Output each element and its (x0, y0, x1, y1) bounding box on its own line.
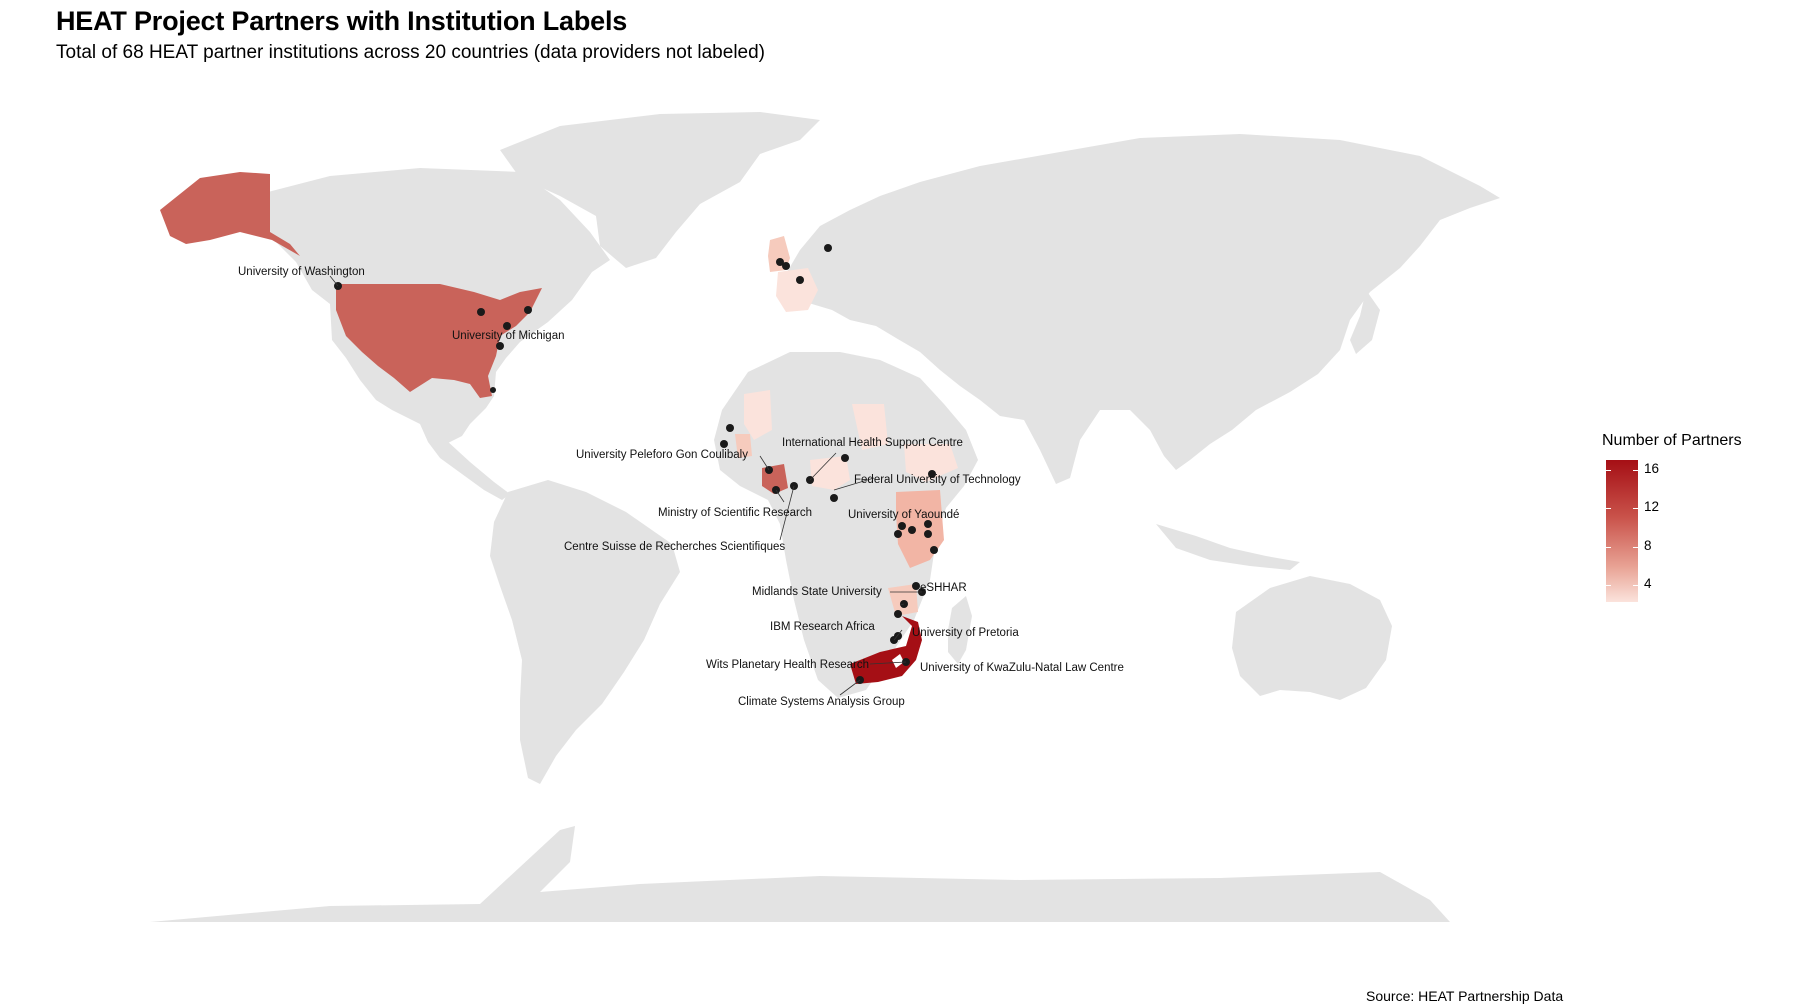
alaska (160, 172, 300, 256)
chart-subtitle: Total of 68 HEAT partner institutions ac… (56, 42, 766, 63)
japan (1350, 290, 1380, 354)
nigeria (810, 456, 850, 490)
point (726, 424, 734, 432)
ethiopia (904, 444, 958, 482)
point (776, 258, 784, 266)
point (894, 610, 902, 618)
legend-title: Number of Partners (1602, 432, 1742, 449)
point (924, 530, 932, 538)
point (782, 262, 790, 270)
point (894, 530, 902, 538)
institution-label: Wits Planetary Health Research (706, 659, 869, 671)
legend: Number of Partners 16 12 8 4 (1580, 432, 1780, 632)
chart-title: HEAT Project Partners with Institution L… (56, 6, 628, 36)
legend-tickmark (1633, 508, 1638, 509)
legend-tickmark (1633, 547, 1638, 548)
ghana (735, 434, 752, 458)
lesotho (892, 654, 904, 668)
institution-label: University of Pretoria (912, 627, 1019, 639)
institution-label: University of Yaoundé (848, 509, 959, 521)
institution-label: University Peleforo Gon Coulibaly (576, 449, 748, 461)
legend-tick-label: 4 (1644, 576, 1652, 591)
point (477, 308, 485, 316)
point (490, 387, 496, 393)
legend-tickmark (1633, 470, 1638, 471)
france (776, 268, 818, 312)
legend-tickmark (1606, 547, 1611, 548)
point (924, 520, 932, 528)
indonesia (1156, 524, 1300, 570)
usa (336, 284, 542, 398)
eurasia (780, 134, 1500, 484)
partner-points (334, 244, 938, 684)
point (720, 440, 728, 448)
senegal-mauritania (744, 390, 772, 440)
institution-label: Ministry of Scientific Research (658, 507, 812, 519)
central-america (420, 424, 510, 500)
greenland (500, 112, 820, 268)
institution-label: Centre Suisse de Recherches Scientifique… (564, 541, 785, 553)
point (841, 454, 849, 462)
antarctica (150, 826, 1450, 922)
legend-colorbar (1606, 460, 1638, 602)
institution-label: University of Michigan (452, 330, 564, 342)
institution-label: IBM Research Africa (770, 621, 875, 633)
legend-tickmark (1633, 585, 1638, 586)
source-caption: Source: HEAT Partnership Data (1366, 988, 1564, 1004)
australia (1232, 576, 1392, 700)
point (908, 526, 916, 534)
point (930, 546, 938, 554)
leader-lines (329, 275, 922, 696)
legend-tick-label: 8 (1644, 538, 1652, 553)
legend-tickmark (1606, 470, 1611, 471)
institution-label: Climate Systems Analysis Group (738, 696, 905, 708)
institution-label: University of KwaZulu-Natal Law Centre (920, 662, 1124, 674)
south-america (490, 480, 680, 784)
point (796, 276, 804, 284)
point (524, 306, 532, 314)
institution-label: International Health Support Centre (782, 437, 963, 449)
institution-label: Midlands State University (752, 586, 882, 598)
point (503, 322, 511, 330)
legend-tickmark (1606, 585, 1611, 586)
point (898, 522, 906, 530)
point (928, 470, 936, 478)
institution-label: eSHHAR (920, 582, 967, 594)
point (912, 582, 920, 590)
legend-tick-label: 16 (1644, 461, 1660, 476)
legend-tick-label: 12 (1644, 499, 1660, 514)
point (496, 342, 504, 350)
point (830, 494, 838, 502)
south-africa (850, 616, 922, 684)
institution-label: University of Washington (238, 266, 365, 278)
madagascar (948, 596, 972, 664)
point (824, 244, 832, 252)
institution-label: Federal University of Technology (854, 474, 1021, 486)
sudan (852, 404, 888, 450)
legend-tickmark (1606, 508, 1611, 509)
